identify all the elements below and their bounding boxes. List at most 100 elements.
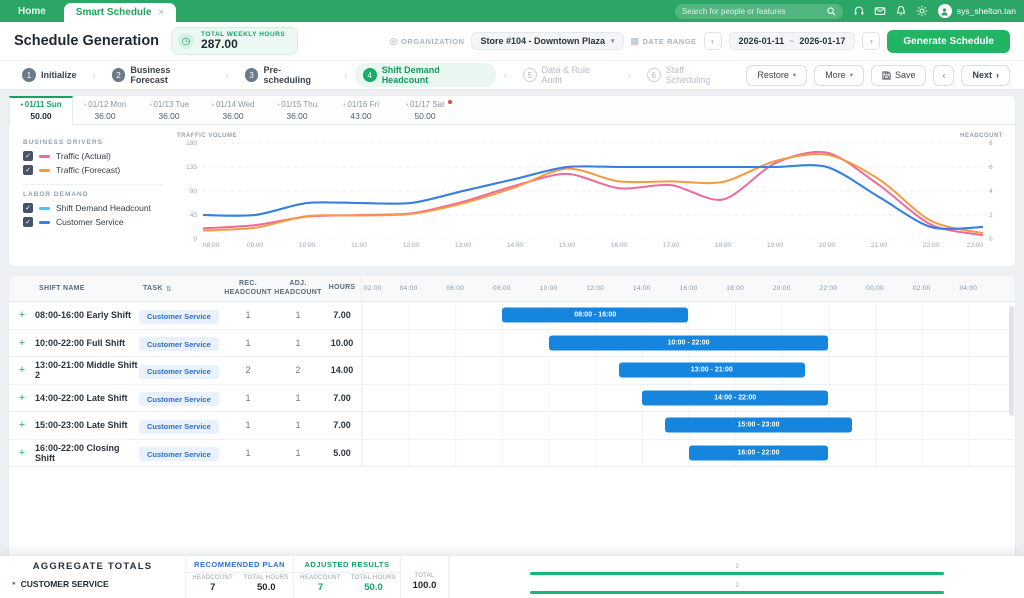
tab-smart-schedule[interactable]: Smart Schedule ×: [64, 3, 176, 22]
organization-select[interactable]: Store #104 - Downtown Plaza ▾: [471, 32, 623, 50]
legend-item-label: Shift Demand Headcount: [56, 203, 151, 213]
adj-headcount-cell: 1: [273, 338, 323, 348]
next-week-button[interactable]: ›: [862, 32, 880, 50]
day-tab-01-11-Sun[interactable]: ● 01/11 Sun50.00: [9, 96, 73, 125]
expand-row-button[interactable]: +: [9, 419, 35, 431]
checkbox-checked-icon[interactable]: ✓: [23, 165, 33, 175]
aggregate-row-customer-service: ● CUSTOMER SERVICE: [0, 572, 185, 589]
date-end: 2026-01-17: [799, 36, 845, 46]
hours-cell: 14.00: [323, 365, 361, 375]
step-number: 2: [112, 68, 126, 82]
gantt-cell: 16:00 - 22:00: [361, 440, 1015, 467]
shift-bar[interactable]: 13:00 - 21:00: [619, 363, 806, 378]
search-input[interactable]: [682, 7, 822, 16]
timeline-hour-label: 00:00: [866, 285, 884, 292]
day-tab-01-13-Tue[interactable]: ● 01/13 Tue36.00: [137, 96, 201, 124]
chevron-right-icon: ›: [628, 70, 631, 80]
step-shift-demand-headcount[interactable]: 4Shift Demand Headcount: [355, 63, 496, 87]
step-data-rule-audit[interactable]: 5Data & Rule Audit: [515, 63, 620, 87]
save-icon: [882, 71, 891, 80]
shift-bar[interactable]: 08:00 - 16:00: [502, 308, 689, 323]
legend-item: ✓Traffic (Forecast): [23, 165, 177, 175]
vertical-scrollbar-thumb[interactable]: [1009, 306, 1014, 416]
day-tab-01-14-Wed[interactable]: ● 01/14 Wed36.00: [201, 96, 265, 124]
user-menu[interactable]: sys_shelton.tan: [938, 4, 1016, 18]
timeline-hour-label: 18:00: [726, 285, 744, 292]
adj-headcount-label: HEADCOUNT: [294, 573, 347, 581]
expand-row-button[interactable]: +: [9, 309, 35, 321]
step-number: 4: [363, 68, 377, 82]
weekly-hours-value: 287.00: [201, 38, 285, 51]
tab-home[interactable]: Home: [0, 6, 64, 22]
legend-group-title: LABOR DEMAND: [23, 191, 177, 198]
legend-item: ✓ Shift Demand Headcount: [23, 203, 177, 213]
day-tab-01-17-Sat[interactable]: ● 01/17 Sat50.00: [393, 96, 457, 124]
shift-row: +10:00-22:00 Full ShiftCustomer Service1…: [9, 330, 1015, 358]
day-dot-icon: ●: [20, 102, 24, 108]
expand-row-button[interactable]: +: [9, 447, 35, 459]
shift-row: +13:00-21:00 Middle Shift 2Customer Serv…: [9, 357, 1015, 385]
checkbox-checked-icon[interactable]: ✓: [23, 217, 33, 227]
bell-icon[interactable]: [895, 5, 907, 17]
day-tabs-filler: [457, 96, 1015, 124]
shift-bar[interactable]: 16:00 - 22:00: [689, 445, 829, 460]
date-range-picker[interactable]: 2026-01-11 ~ 2026-01-17: [729, 32, 856, 50]
gear-icon[interactable]: [916, 5, 928, 17]
adj-headcount-cell: 1: [273, 448, 323, 458]
chevron-right-icon: ›: [226, 70, 229, 80]
next-step-button[interactable]: Next›: [961, 65, 1010, 86]
step-label: Initialize: [41, 70, 77, 80]
x-tick-label: 09:00: [247, 242, 263, 249]
hours-cell: 7.00: [323, 420, 361, 430]
step-pre-scheduling[interactable]: 3Pre-scheduling: [237, 63, 336, 87]
rec-headcount-cell: 1: [223, 310, 273, 320]
rec-headcount-label: HEADCOUNT: [186, 573, 240, 581]
day-tab-01-12-Mon[interactable]: ● 01/12 Mon36.00: [73, 96, 137, 124]
step-label: Staff Scheduling: [666, 65, 731, 85]
day-tab-hours: 43.00: [329, 111, 393, 121]
y-tick-label: 0: [989, 236, 993, 243]
y-tick-label: 45: [190, 212, 197, 219]
restore-button[interactable]: Restore▾: [746, 65, 807, 86]
step-back-button[interactable]: ‹: [933, 65, 954, 86]
step-business-forecast[interactable]: 2Business Forecast: [104, 63, 218, 87]
left-axis-ticks: 18013590450: [177, 143, 203, 239]
date-range-label: ▦ DATE RANGE: [631, 36, 697, 47]
chevron-right-icon: ›: [344, 70, 347, 80]
timeline-hour-label: 02:00: [913, 285, 931, 292]
hours-cell: 7.00: [323, 310, 361, 320]
rec-headcount-cell: 2: [223, 365, 273, 375]
global-search[interactable]: [675, 4, 843, 19]
day-tab-01-16-Fri[interactable]: ● 01/16 Fri43.00: [329, 96, 393, 124]
prev-week-button[interactable]: ‹: [704, 32, 722, 50]
expand-row-button[interactable]: +: [9, 364, 35, 376]
timeline-hour-label: 02:00: [364, 285, 382, 292]
search-icon: [827, 7, 836, 16]
checkbox-checked-icon[interactable]: ✓: [23, 203, 33, 213]
checkbox-checked-icon[interactable]: ✓: [23, 151, 33, 161]
expand-row-button[interactable]: +: [9, 392, 35, 404]
more-button[interactable]: More▾: [814, 65, 864, 86]
day-tab-01-15-Thu[interactable]: ● 01/15 Thu36.00: [265, 96, 329, 124]
task-cell: Customer Service: [139, 416, 223, 434]
step-staff-scheduling[interactable]: 6Staff Scheduling: [639, 63, 739, 87]
sort-icon[interactable]: ⇅: [166, 285, 172, 293]
close-tab-icon[interactable]: ×: [158, 7, 164, 18]
step-number: 5: [523, 68, 537, 82]
series-color-swatch: [39, 221, 50, 224]
shift-bar[interactable]: 15:00 - 23:00: [665, 418, 852, 433]
shift-bar[interactable]: 10:00 - 22:00: [549, 335, 829, 350]
save-button[interactable]: Save: [871, 65, 927, 86]
headset-icon[interactable]: [853, 5, 865, 17]
x-tick-label: 08:00: [203, 242, 219, 249]
col-task[interactable]: TASK⇅: [139, 285, 223, 293]
generate-schedule-button[interactable]: Generate Schedule: [887, 30, 1010, 53]
day-tab-date: ● 01/12 Mon: [73, 100, 137, 109]
mail-icon[interactable]: [874, 5, 886, 17]
shift-bar[interactable]: 14:00 - 22:00: [642, 390, 829, 405]
shift-name: 13:00-21:00 Middle Shift 2: [35, 360, 139, 380]
expand-row-button[interactable]: +: [9, 337, 35, 349]
step-initialize[interactable]: 1Initialize: [14, 66, 85, 84]
col-rec-headcount: REC.HEADCOUNT: [223, 280, 273, 298]
x-tick-label: 14:00: [507, 242, 523, 249]
